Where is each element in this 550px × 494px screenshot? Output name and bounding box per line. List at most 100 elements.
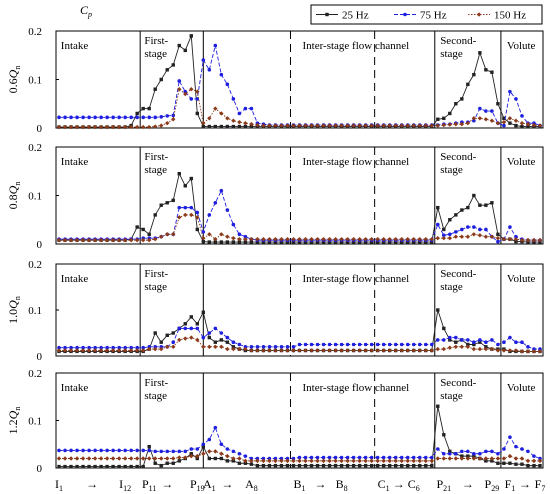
data-point [345,342,350,347]
data-point [110,456,116,461]
data-point [357,123,362,128]
x-axis-label-subscript: 21 [443,484,451,493]
y-axis-label: 0.6Qn [6,66,22,94]
data-point [99,448,103,453]
data-point [496,102,500,106]
data-point [436,117,440,121]
data-point [327,123,332,128]
data-point [508,335,512,340]
data-point [514,123,518,128]
data-point [255,122,260,128]
data-point [231,240,236,244]
data-point [513,236,519,242]
data-point [110,124,116,130]
y-axis-label-subscript: n [13,66,22,70]
data-point [86,348,92,353]
data-point [171,232,176,237]
data-point [537,349,543,354]
data-point [309,455,314,460]
legend-marker [403,12,407,17]
data-point [339,123,344,128]
data-point [333,123,338,128]
data-point [430,463,434,468]
data-point [86,237,92,243]
data-point [81,448,85,453]
x-axis-label-subscript: 12 [123,484,131,493]
data-point [441,451,446,456]
data-point [225,346,230,352]
data-point [171,449,176,454]
data-point [285,345,290,349]
data-point [321,458,326,464]
data-point [201,230,206,234]
data-point [195,453,200,459]
data-point [411,348,416,353]
data-point [189,452,193,456]
data-point [105,345,109,350]
data-point [519,456,525,461]
data-point [447,235,453,241]
data-point [140,348,146,353]
data-point [496,461,500,465]
data-point [291,240,296,244]
data-point [460,208,464,212]
data-point [466,449,470,454]
data-point [441,346,446,352]
data-point [321,348,326,353]
data-point [477,116,483,121]
data-point [81,464,85,469]
data-point [201,451,206,456]
region-label: Second- [440,35,476,47]
data-point [237,232,242,237]
data-point [183,48,187,53]
data-point [99,345,103,350]
x-axis-label: F1 [505,477,516,493]
data-point [519,349,525,354]
series-line [59,35,540,128]
data-point [399,458,404,464]
data-point [381,463,386,468]
legend-label: 150 Hz [494,10,526,22]
data-point [249,106,254,111]
data-point [495,348,501,353]
data-point [153,449,158,454]
data-point [249,124,254,129]
data-point [249,462,254,466]
data-point [387,455,392,460]
data-point [135,111,139,116]
data-point [315,458,320,464]
data-point [399,123,404,128]
data-point [459,456,465,461]
data-point [87,345,91,350]
data-point [159,123,164,128]
data-point [153,124,158,129]
region-label: Second- [440,268,476,280]
data-point [249,121,254,127]
x-axis-label: P29 [485,477,500,493]
data-point [195,215,200,220]
data-point [484,68,488,72]
legend-label: 25 Hz [342,10,369,22]
data-point [441,338,446,342]
data-point [92,348,98,353]
data-point [225,234,230,239]
data-point [531,458,537,464]
data-point [345,463,350,468]
data-point [93,448,97,453]
data-point [424,240,428,244]
data-point [153,236,158,242]
data-point [63,464,67,469]
data-point [104,456,110,461]
data-point [225,335,230,340]
data-point [393,463,398,468]
data-point [117,464,121,469]
data-point [495,456,501,461]
panel-3: 0 0.1 0.2 1.0Qn Intake First-stage Inter-stage… [6,259,544,363]
data-point [213,236,218,242]
data-point [63,448,67,453]
data-point [339,342,344,347]
data-point [315,342,320,347]
data-point [381,236,386,242]
x-axis-label-subscript: 11 [149,484,157,493]
data-point [526,345,530,349]
